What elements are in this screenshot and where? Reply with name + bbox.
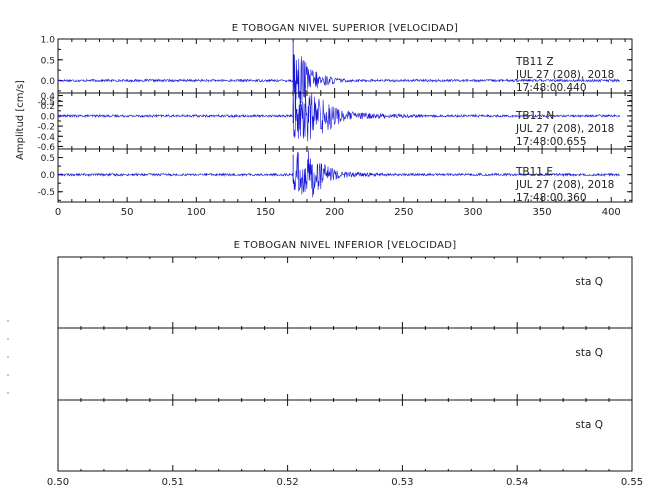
time-label: 17:48:00.440: [516, 82, 587, 94]
station-label: TB11 N: [515, 110, 554, 122]
x-tick-label: 0: [55, 207, 61, 218]
station-label: TB11 E: [515, 166, 553, 178]
x-tick-label: 100: [187, 207, 206, 218]
y-tick-label: -0.5: [37, 188, 55, 198]
x-tick-label: 0.54: [506, 477, 528, 488]
trace-line-n: [57, 90, 620, 142]
x-tick-label: 0.52: [276, 477, 298, 488]
top-chart-title: E TOBOGAN NIVEL SUPERIOR [VELOCIDAD]: [232, 23, 458, 34]
x-tick-label: 0.55: [621, 477, 643, 488]
station-label: TB11 Z: [515, 56, 554, 68]
empty-trace-panel: sta Q: [57, 256, 633, 329]
station-label: sta Q: [575, 347, 603, 359]
y-tick-label: 0.0: [41, 77, 56, 87]
time-label: 17:48:00.360: [516, 192, 587, 204]
x-tick-label: 50: [121, 207, 134, 218]
x-tick-label: 300: [463, 207, 482, 218]
date-label: JUL 27 (208), 2018: [515, 179, 614, 191]
trace-line-z: [57, 54, 620, 111]
bottom-chart-title: E TOBOGAN NIVEL INFERIOR [VELOCIDAD]: [234, 240, 457, 251]
station-label: sta Q: [575, 276, 603, 288]
x-tick-label: 250: [394, 207, 413, 218]
panel-frame: [57, 256, 633, 329]
x-tick-label: 0.53: [391, 477, 413, 488]
x-tick-label: 200: [325, 207, 344, 218]
empty-trace-panel: sta Q: [57, 399, 633, 472]
x-tick-label: 0.50: [47, 477, 69, 488]
x-tick-label: 0.51: [162, 477, 184, 488]
bottom-chart: E TOBOGAN NIVEL INFERIOR [VELOCIDAD] sta …: [7, 240, 643, 488]
panel-frame: [57, 399, 633, 472]
y-tick-label: -0.4: [37, 133, 55, 143]
y-tick-label: 0.5: [41, 154, 55, 164]
y-tick-label: -0.2: [37, 123, 55, 133]
y-tick-label: 0.0: [41, 112, 56, 122]
y-tick-label: 0.0: [41, 171, 56, 181]
x-tick-label: 150: [256, 207, 275, 218]
y-tick-label: -0.6: [37, 143, 55, 153]
y-tick-label: 0.5: [41, 56, 55, 66]
x-tick-label: 350: [533, 207, 552, 218]
y-tick-label: -0.5: [37, 98, 55, 108]
panel-frame: [57, 327, 633, 401]
y-tick-label: 0.2: [41, 102, 55, 112]
time-label: 17:48:00.655: [516, 136, 587, 148]
empty-trace-panel: sta Q: [57, 327, 633, 401]
y-axis-label: Amplitud [cm/s]: [15, 80, 26, 160]
x-tick-label: 400: [602, 207, 621, 218]
station-label: sta Q: [575, 419, 603, 431]
trace-line-e: [57, 150, 620, 198]
top-chart: E TOBOGAN NIVEL SUPERIOR [VELOCIDAD] 1.0 0…: [15, 23, 633, 218]
y-tick-label: 1.0: [41, 36, 56, 46]
date-label: JUL 27 (208), 2018: [515, 123, 614, 135]
date-label: JUL 27 (208), 2018: [515, 69, 614, 81]
y-tick-label: 0.4: [41, 92, 56, 102]
